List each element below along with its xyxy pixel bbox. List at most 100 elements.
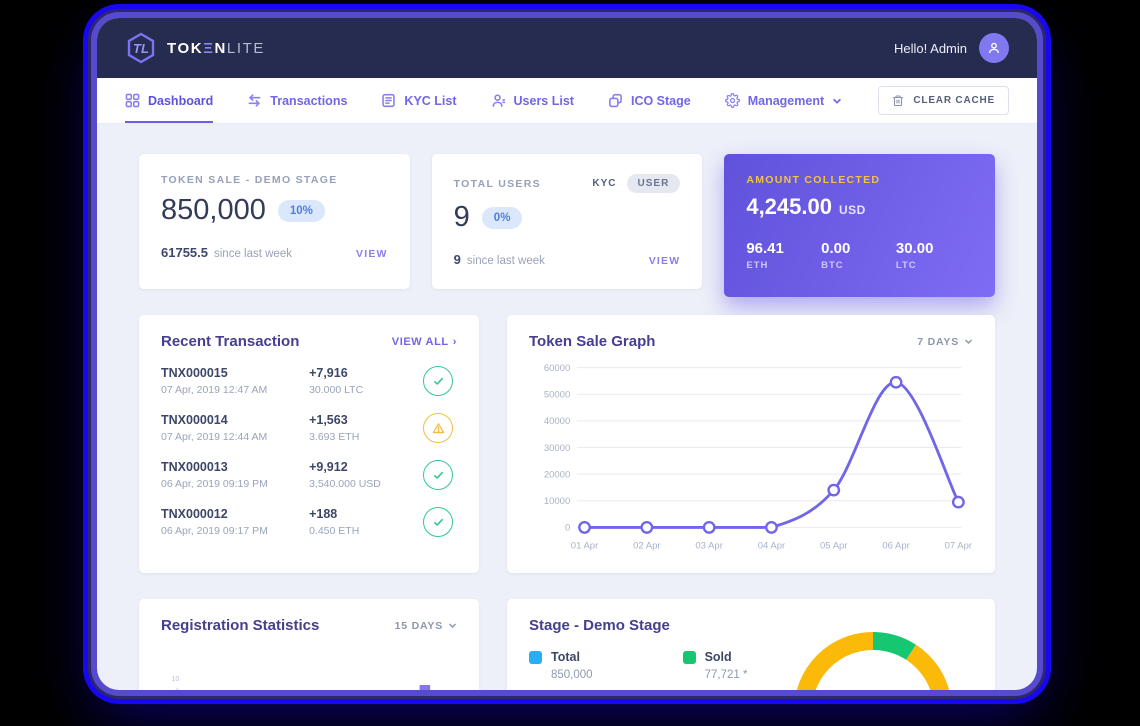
svg-text:04 Apr: 04 Apr [758, 540, 785, 551]
registration-statistics-title: Registration Statistics [161, 617, 320, 634]
legend-total: Total 850,000 [529, 650, 593, 681]
total-users-card-title: TOTAL USERS [453, 177, 541, 190]
svg-text:8: 8 [175, 688, 179, 690]
tab-management[interactable]: Management [724, 78, 842, 123]
total-users-delta-caption: since last week [466, 255, 545, 267]
tab-users-list[interactable]: Users List [491, 78, 574, 123]
amount-collected-value: 4,245.00 [746, 194, 832, 219]
ltc-amount: 30.00 LTC [895, 240, 934, 271]
brand-logo[interactable]: TL TOKΞNLITE [125, 32, 265, 64]
svg-text:50000: 50000 [544, 390, 570, 401]
transactions-arrows-icon [247, 93, 262, 108]
kyc-toggle[interactable]: KYC [592, 178, 617, 189]
brand-name: TOKΞNLITE [167, 39, 265, 57]
app-window: TL TOKΞNLITE Hello! Admin Dashboard [97, 18, 1037, 690]
status-success-icon [423, 507, 453, 537]
gear-icon [724, 93, 740, 108]
transaction-row[interactable]: TNX000014 07 Apr, 2019 12:44 AM +1,563 3.6… [161, 413, 457, 443]
svg-text:30000: 30000 [544, 443, 570, 454]
token-sale-graph-title: Token Sale Graph [529, 333, 656, 350]
legend-sold: Sold 77,721 * [682, 650, 747, 681]
svg-text:02 Apr: 02 Apr [633, 540, 660, 551]
user-toggle[interactable]: USER [626, 174, 681, 193]
trash-icon [893, 95, 904, 107]
status-success-icon [423, 460, 453, 490]
status-warning-icon [423, 413, 453, 443]
svg-text:06 Apr: 06 Apr [882, 540, 909, 551]
token-sale-period-dropdown[interactable]: 7 DAYS [917, 336, 973, 348]
svg-text:05 Apr: 05 Apr [820, 540, 847, 551]
user-avatar[interactable] [979, 33, 1009, 63]
view-all-link[interactable]: VIEW ALL › [391, 335, 457, 348]
dashboard-content: TOKEN SALE - DEMO STAGE 850,000 10% 6175… [97, 124, 1037, 690]
total-users-delta: 9 [453, 252, 461, 267]
registration-statistics-panel: Registration Statistics 15 DAYS 1086420 [139, 599, 479, 690]
svg-text:40000: 40000 [544, 416, 570, 427]
btc-amount: 0.00 BTC [821, 240, 851, 271]
svg-text:0: 0 [565, 523, 570, 534]
tab-ico-stage[interactable]: ICO Stage [608, 78, 691, 123]
tokenlite-logo-icon: TL [127, 32, 155, 64]
kyc-list-icon [381, 93, 396, 108]
stage-demo-title: Stage - Demo Stage [529, 617, 670, 634]
tab-kyc-list[interactable]: KYC List [381, 78, 457, 123]
tab-dashboard[interactable]: Dashboard [125, 78, 214, 123]
chevron-down-icon [449, 623, 456, 629]
token-sale-delta-caption: since last week [214, 248, 292, 260]
token-sale-delta: 61755.5 [161, 245, 208, 260]
token-sale-card-title: TOKEN SALE - DEMO STAGE [161, 174, 338, 186]
tab-label: Transactions [270, 93, 348, 108]
token-sale-badge: 10% [277, 199, 325, 222]
registration-bar-chart: 1086420 [171, 676, 431, 690]
recent-transactions-title: Recent Transaction [161, 333, 300, 350]
svg-text:07 Apr: 07 Apr [945, 540, 972, 551]
user-icon [989, 42, 999, 54]
chevron-down-icon [965, 339, 972, 345]
legend-sold-swatch [682, 650, 696, 664]
total-users-value: 9 [453, 201, 470, 233]
total-users-card: TOTAL USERS KYC USER 9 0% 9 since last w… [431, 154, 703, 289]
token-sale-view-link[interactable]: VIEW [356, 248, 388, 260]
main-nav-tabs: Dashboard Transactions KYC List Users Li… [97, 78, 1037, 124]
total-users-view-link[interactable]: VIEW [648, 255, 681, 267]
recent-transactions-panel: Recent Transaction VIEW ALL › TNX000015 07… [139, 315, 479, 573]
dashboard-grid-icon [125, 93, 140, 108]
chevron-right-icon: › [452, 335, 457, 348]
svg-text:20000: 20000 [544, 469, 570, 480]
svg-text:01 Apr: 01 Apr [571, 540, 598, 551]
amount-collected-card: AMOUNT COLLECTED 4,245.00 USD 96.41 ETH … [724, 154, 995, 297]
token-sale-card: TOKEN SALE - DEMO STAGE 850,000 10% 6175… [139, 154, 410, 289]
token-sale-graph-panel: Token Sale Graph 7 DAYS 0 10000 20000 30000… [507, 315, 995, 573]
total-users-badge: 0% [481, 206, 523, 229]
ico-stage-icon [608, 93, 623, 108]
tab-label: KYC List [404, 93, 457, 108]
tab-label: Dashboard [148, 93, 214, 108]
stage-donut-chart [796, 630, 950, 690]
greeting-text: Hello! Admin [894, 40, 967, 56]
transaction-row[interactable]: TNX000012 06 Apr, 2019 09:17 PM +188 0.450… [161, 507, 457, 537]
tab-transactions[interactable]: Transactions [247, 78, 347, 123]
svg-text:60000: 60000 [544, 363, 570, 374]
svg-text:03 Apr: 03 Apr [695, 540, 722, 551]
clear-cache-label: CLEAR CACHE [913, 95, 995, 106]
eth-amount: 96.41 ETH [746, 240, 784, 271]
tab-label: Management [747, 93, 825, 108]
transaction-row[interactable]: TNX000015 07 Apr, 2019 12:47 AM +7,916 30.… [161, 366, 457, 396]
amount-collected-currency: USD [838, 203, 866, 217]
tab-label: ICO Stage [630, 93, 691, 108]
registration-period-dropdown[interactable]: 15 DAYS [395, 620, 457, 632]
svg-text:10000: 10000 [544, 496, 570, 507]
status-success-icon [423, 366, 453, 396]
amount-collected-title: AMOUNT COLLECTED [746, 174, 881, 186]
token-sale-value: 850,000 [161, 194, 266, 226]
stage-demo-panel: Stage - Demo Stage Total 850,000 Sold 77… [507, 599, 995, 690]
svg-text:TL: TL [133, 41, 149, 56]
legend-total-swatch [529, 650, 542, 664]
chevron-down-icon [833, 98, 841, 104]
transaction-row[interactable]: TNX000013 06 Apr, 2019 09:19 PM +9,912 3,5… [161, 460, 457, 490]
token-sale-line-chart: 0 10000 20000 30000 40000 50000 60000 01 Apr 02 … [544, 363, 972, 551]
top-navbar: TL TOKΞNLITE Hello! Admin [97, 18, 1037, 78]
tab-label: Users List [513, 93, 574, 108]
clear-cache-button[interactable]: CLEAR CACHE [878, 86, 1009, 115]
users-list-icon [491, 93, 506, 108]
